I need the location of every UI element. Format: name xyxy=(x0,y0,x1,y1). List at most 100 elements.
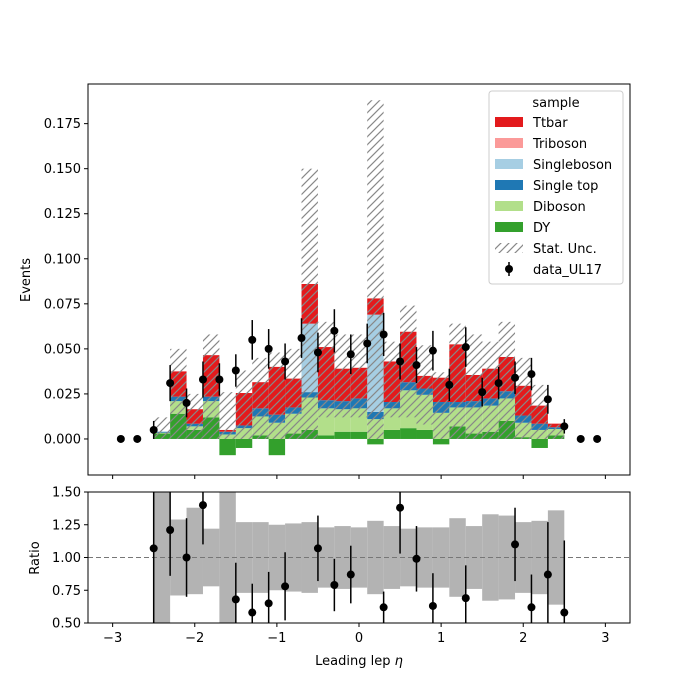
bar xyxy=(334,431,351,439)
data-point xyxy=(248,335,257,344)
stat-unc-box xyxy=(432,372,450,439)
data-point xyxy=(593,434,602,443)
y-tick-label: 1.25 xyxy=(52,518,81,533)
main-y-axis-label: Events xyxy=(19,258,34,302)
legend-swatch xyxy=(495,117,523,127)
bar xyxy=(400,428,417,439)
stat-unc-box xyxy=(547,424,565,439)
y-tick-label: 0.175 xyxy=(44,117,81,132)
ratio-x-axis: −3 −2 −1 0 1 2 3 xyxy=(103,623,610,646)
data-point xyxy=(198,375,207,384)
legend-data-marker xyxy=(505,265,513,273)
ratio-point xyxy=(166,525,175,534)
y-tick-label: 0.000 xyxy=(44,432,81,447)
bar xyxy=(416,429,433,439)
stat-unc-box xyxy=(449,323,466,439)
data-point xyxy=(330,326,339,335)
data-point xyxy=(527,370,536,379)
y-tick-label: 1.00 xyxy=(52,551,81,566)
ratio-point xyxy=(231,595,240,604)
x-tick-label: −1 xyxy=(267,631,286,646)
ratio-point xyxy=(182,553,191,562)
data-point xyxy=(313,348,322,357)
ratio-unc-box xyxy=(317,527,335,588)
stat-unc-box xyxy=(153,417,171,439)
ratio-point xyxy=(346,570,355,579)
stat-unc-box xyxy=(170,348,187,439)
data-point xyxy=(264,344,273,353)
stat-unc-box xyxy=(383,341,401,418)
data-point xyxy=(576,434,585,443)
stat-unc xyxy=(153,100,565,439)
stat-unc-box xyxy=(219,392,236,439)
x-tick-label: −3 xyxy=(103,631,122,646)
stat-unc-box xyxy=(367,100,384,439)
legend: sample Ttbar Triboson Singleboson Single to… xyxy=(488,90,624,285)
stat-unc-box xyxy=(285,348,302,439)
legend-label: DY xyxy=(533,221,550,236)
main-x-ticks xyxy=(112,475,606,479)
ratio-unc-box xyxy=(301,522,318,593)
stat-unc-box xyxy=(416,345,433,425)
main-y-axis: 0.000 0.025 0.050 0.075 0.100 0.125 0.150 0.175 xyxy=(44,117,88,447)
legend-label: Singleboson xyxy=(533,158,612,173)
x-tick-label: 1 xyxy=(437,631,445,646)
stat-unc-box xyxy=(350,334,368,418)
y-tick-label: 0.150 xyxy=(44,162,81,177)
data-point xyxy=(379,330,388,339)
ratio-points xyxy=(149,492,569,623)
x-tick-label: 0 xyxy=(355,631,363,646)
ratio-point xyxy=(281,582,290,591)
data-points xyxy=(116,309,602,443)
stat-unc-box xyxy=(498,321,516,439)
data-point xyxy=(149,425,158,434)
ratio-point xyxy=(412,554,421,563)
legend-swatch-stat-unc xyxy=(495,243,523,253)
bar xyxy=(350,431,368,439)
stat-unc-box xyxy=(334,334,351,418)
ratio-y-axis: 0.50 0.75 1.00 1.25 1.50 xyxy=(52,486,88,632)
legend-swatch xyxy=(495,201,523,211)
legend-label: data_UL17 xyxy=(533,263,602,278)
bar xyxy=(219,438,236,456)
bar xyxy=(367,438,384,445)
ratio-point xyxy=(396,503,405,512)
ratio-point xyxy=(313,544,322,553)
data-point xyxy=(215,375,224,384)
ratio-point xyxy=(149,544,158,553)
main-panel: 0.000 0.025 0.050 0.075 0.100 0.125 0.150 0.175… xyxy=(19,83,631,479)
stat-unc-box xyxy=(317,321,335,418)
y-tick-label: 0.100 xyxy=(44,252,81,267)
stat-unc-box xyxy=(531,384,548,439)
bar xyxy=(317,435,335,439)
data-point xyxy=(461,343,470,352)
ratio-point xyxy=(543,570,552,579)
legend-label: Single top xyxy=(533,179,598,194)
legend-label: Ttbar xyxy=(532,116,568,131)
ratio-unc-box xyxy=(383,526,401,589)
legend-items: Ttbar Triboson Singleboson Single top Diboso… xyxy=(495,116,612,278)
stat-unc-box xyxy=(235,370,253,439)
stat-unc-box xyxy=(400,305,417,418)
data-point xyxy=(281,357,290,366)
x-tick-label: 3 xyxy=(601,631,609,646)
ratio-point xyxy=(560,608,569,617)
ratio-point xyxy=(511,540,520,549)
ratio-point xyxy=(248,608,257,617)
ratio-plot-content xyxy=(88,492,630,623)
ratio-point xyxy=(379,603,388,612)
legend-label: Diboson xyxy=(533,200,586,215)
ratio-point xyxy=(330,581,339,590)
ratio-point xyxy=(264,599,273,608)
data-point xyxy=(543,395,552,404)
legend-swatch xyxy=(495,159,523,169)
data-point xyxy=(166,379,175,388)
data-point xyxy=(412,361,421,370)
stat-unc-box xyxy=(268,352,286,439)
x-tick-label: −2 xyxy=(185,631,204,646)
ratio-unc-box xyxy=(334,526,351,589)
y-tick-label: 0.075 xyxy=(44,297,81,312)
data-point xyxy=(560,422,569,431)
data-point xyxy=(133,434,142,443)
